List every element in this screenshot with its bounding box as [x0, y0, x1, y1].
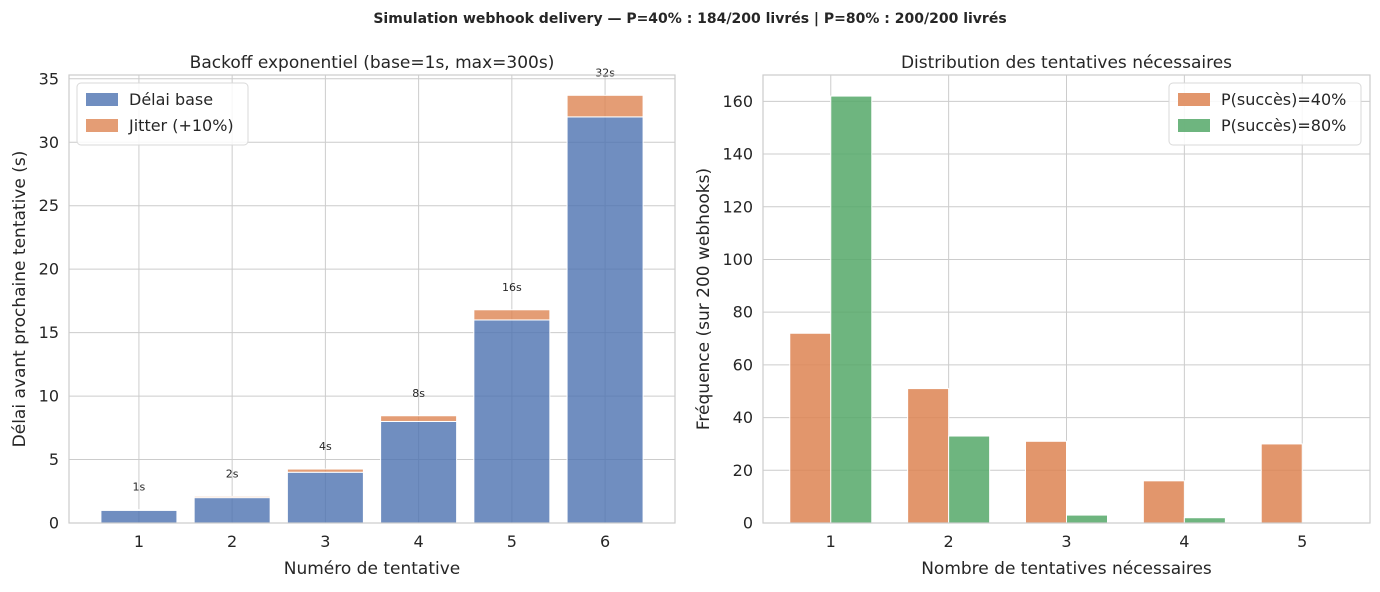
y-tick-label: 10	[39, 387, 59, 406]
x-tick-label: 1	[826, 532, 836, 551]
bar-jitter	[380, 415, 458, 422]
y-tick-label: 20	[39, 260, 59, 279]
bar-annotation: 1s	[133, 481, 146, 494]
legend-label: Délai base	[129, 90, 213, 109]
legend-box	[76, 82, 249, 146]
bar-jitter	[193, 495, 271, 499]
backoff-chart: 1s 2s 4s 8s 16s 32s 0 5 10 15 20 25 30 35 1 2 3 4 5 6 Backof…	[10, 53, 676, 579]
x-tick-label: 4	[414, 532, 424, 551]
bar-jitter	[566, 94, 644, 118]
x-tick-label: 3	[320, 532, 330, 551]
y-tick-label: 5	[49, 450, 59, 469]
legend-swatch	[1178, 93, 1210, 106]
bar-p80	[1183, 517, 1226, 524]
axes-spines	[68, 74, 676, 524]
legend-label: P(succès)=40%	[1221, 90, 1346, 109]
legend-box	[1168, 82, 1362, 146]
legend-swatch	[86, 93, 118, 106]
y-axis-label: Délai avant prochaine tentative (s)	[10, 151, 30, 448]
chart-title: Distribution des tentatives nécessaires	[901, 53, 1232, 73]
bar-annotation: 16s	[502, 281, 522, 294]
legend-swatch	[86, 119, 118, 132]
bar-base-delay	[380, 420, 458, 524]
bar-p80	[948, 435, 991, 524]
x-tick-label: 2	[227, 532, 237, 551]
y-tick-label: 140	[722, 145, 753, 164]
y-tick-label: 100	[722, 250, 753, 269]
legend-label: Jitter (+10%)	[128, 116, 234, 135]
y-tick-label: 35	[39, 69, 59, 88]
x-tick-label: 5	[1297, 532, 1307, 551]
bar-p40	[1260, 443, 1303, 524]
chart-title: Backoff exponentiel (base=1s, max=300s)	[190, 53, 555, 73]
attempts-distribution-chart: 0 20 40 60 80 100 120 140 160 1 2 3 4 5 Distribution d…	[694, 53, 1371, 579]
legend-label: P(succès)=80%	[1221, 116, 1346, 135]
bar-jitter	[286, 468, 364, 473]
bar-jitter	[473, 309, 551, 321]
y-tick-label: 0	[743, 514, 753, 533]
bar-annotation: 4s	[319, 440, 332, 453]
bar-base-delay	[473, 319, 551, 524]
bar-p40	[1142, 480, 1185, 524]
x-axis-label: Numéro de tentative	[284, 559, 460, 579]
y-tick-label: 60	[733, 355, 753, 374]
bar-annotation: 32s	[595, 66, 615, 79]
x-tick-label: 4	[1179, 532, 1189, 551]
y-tick-label: 15	[39, 323, 59, 342]
axes-spines	[762, 74, 1371, 524]
y-tick-label: 40	[733, 408, 753, 427]
x-tick-label: 2	[944, 532, 954, 551]
x-tick-label: 3	[1061, 532, 1071, 551]
bar-annotation: 2s	[226, 467, 239, 480]
bar-base-delay	[566, 116, 644, 524]
y-tick-label: 30	[39, 133, 59, 152]
x-tick-label: 6	[600, 532, 610, 551]
x-tick-label: 5	[507, 532, 517, 551]
y-tick-label: 160	[722, 92, 753, 111]
y-tick-label: 0	[49, 514, 59, 533]
bar-p40	[789, 332, 832, 524]
y-tick-label: 80	[733, 303, 753, 322]
x-tick-label: 1	[134, 532, 144, 551]
bar-p80	[830, 95, 873, 524]
bar-annotation: 8s	[412, 387, 425, 400]
figure-suptitle: Simulation webhook delivery — P=40% : 18…	[373, 11, 1006, 27]
bar-p80	[1066, 514, 1108, 524]
x-axis-label: Nombre de tentatives nécessaires	[921, 559, 1212, 579]
bar-p40	[907, 388, 950, 524]
y-tick-label: 20	[733, 461, 753, 480]
bar-p40	[1025, 440, 1067, 524]
y-tick-label: 120	[722, 197, 753, 216]
bar-base-delay	[100, 509, 178, 524]
legend-swatch	[1178, 119, 1210, 132]
y-tick-label: 25	[39, 196, 59, 215]
bar-base-delay	[193, 497, 271, 524]
y-axis-label: Fréquence (sur 200 webhooks)	[694, 168, 714, 430]
bar-jitter	[100, 509, 178, 511]
bar-base-delay	[286, 471, 364, 524]
